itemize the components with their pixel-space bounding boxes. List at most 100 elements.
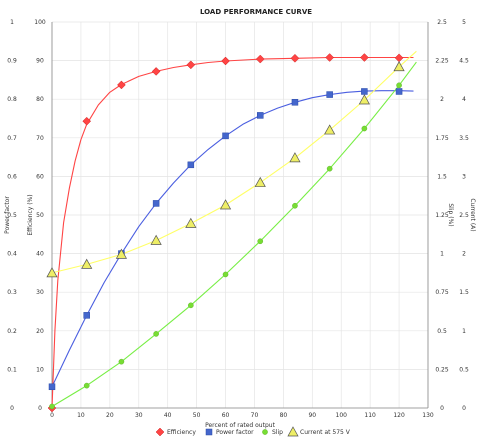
data-point-slip: [153, 331, 159, 337]
data-point-efficiency: [221, 56, 230, 66]
data-point-slip: [396, 82, 402, 89]
legend-label-slip: Slip: [272, 429, 283, 436]
data-point-slip: [326, 165, 333, 172]
data-point-power-factor: [152, 200, 160, 207]
data-point-power-factor: [361, 88, 368, 95]
x-tick-label: 0: [50, 412, 54, 419]
y-tick-label-right-inner: 1.75: [435, 135, 449, 142]
legend-marker-current-at-575-v: [287, 426, 299, 437]
y-tick-label-right-inner: 1.25: [435, 212, 449, 219]
x-tick-label: 20: [106, 412, 114, 419]
y-tick-label-left-outer: 0.5: [7, 212, 17, 219]
y-tick-label-left-inner: 60: [36, 173, 44, 180]
y-tick-label-right-outer: 2.5: [459, 212, 469, 219]
data-point-current-at-575-v: [81, 258, 93, 269]
series-markers: [46, 53, 405, 413]
x-tick-label: 50: [193, 412, 201, 419]
y-axis-label-left-outer: Power factor: [4, 196, 11, 234]
legend-label-current-at-575-v: Current at 575 V: [300, 429, 351, 436]
y-tick-label-left-inner: 80: [36, 96, 44, 103]
y-tick-label-right-inner: 0.25: [435, 366, 449, 373]
y-axis-label-left-inner: Efficiency (%): [27, 194, 34, 235]
chart-title: LOAD PERFORMANCE CURVE: [200, 8, 312, 16]
y-tick-label-right-outer: 2: [462, 251, 466, 258]
data-point-power-factor: [222, 132, 229, 140]
legend-item-current-at-575-v: Current at 575 V: [287, 426, 351, 437]
series-lines: [51, 50, 417, 409]
data-point-power-factor: [395, 88, 403, 95]
y-tick-label-right-outer: 1.5: [459, 289, 469, 296]
y-tick-label-left-outer: 0.8: [7, 96, 17, 103]
y-tick-label-left-outer: 0.2: [7, 328, 17, 335]
data-point-slip: [292, 202, 298, 209]
y-tick-label-left-outer: 0.9: [7, 58, 17, 65]
legend-label-power-factor: Power factor: [216, 429, 254, 436]
y-axis-label-right-inner: Slip (%): [447, 203, 454, 226]
y-tick-label-left-inner: 90: [36, 58, 44, 65]
series-line-current-at-575-v: [51, 50, 417, 274]
y-tick-label-right-outer: 4: [462, 96, 466, 103]
legend-marker-slip: [262, 429, 268, 435]
data-point-slip: [83, 382, 90, 389]
data-point-slip: [361, 125, 368, 132]
y-tick-label-left-outer: 0.7: [7, 135, 17, 142]
data-point-current-at-575-v: [46, 267, 58, 278]
data-point-efficiency: [325, 53, 335, 62]
y-tick-label-right-outer: 4.5: [459, 58, 469, 65]
data-point-efficiency: [117, 80, 126, 90]
y-tick-label-left-outer: 0: [10, 405, 14, 412]
series-line-slip: [51, 61, 417, 407]
data-point-efficiency: [82, 116, 92, 126]
x-tick-label: 80: [280, 412, 288, 419]
legend-label-efficiency: Efficiency: [167, 429, 196, 436]
y-tick-label-right-outer: 1: [462, 328, 466, 335]
data-point-efficiency: [290, 53, 300, 63]
data-point-power-factor: [256, 112, 264, 119]
series-line-power-factor: [51, 90, 414, 388]
legend-item-slip: Slip: [262, 429, 283, 436]
y-tick-label-left-outer: 1: [10, 19, 14, 26]
y-tick-label-right-inner: 2: [440, 96, 444, 103]
x-tick-label: 110: [364, 412, 376, 419]
data-point-power-factor: [83, 312, 90, 319]
y-tick-label-left-outer: 0.4: [7, 251, 17, 258]
data-point-power-factor: [187, 161, 195, 169]
y-tick-label-right-outer: 0.5: [459, 366, 469, 373]
y-tick-label-right-inner: 2.25: [435, 58, 449, 65]
y-tick-label-left-outer: 0.1: [7, 366, 17, 373]
y-tick-label-right-inner: 0.75: [435, 289, 449, 296]
y-tick-label-left-inner: 20: [36, 328, 44, 335]
x-tick-label: 60: [222, 412, 230, 419]
y-tick-label-right-inner: 1: [440, 251, 444, 258]
y-tick-label-left-inner: 0: [38, 405, 42, 412]
data-point-current-at-575-v: [393, 61, 405, 72]
data-point-slip: [118, 358, 125, 365]
y-tick-label-right-inner: 2.5: [437, 19, 447, 26]
y-tick-label-left-inner: 10: [36, 366, 44, 373]
data-point-slip: [49, 403, 55, 410]
data-point-power-factor: [291, 99, 299, 106]
y-tick-label-right-outer: 3: [462, 173, 466, 180]
y-tick-label-right-inner: 1.5: [437, 173, 447, 180]
legend-marker-power-factor: [205, 428, 213, 436]
data-point-efficiency: [151, 67, 161, 76]
y-tick-label-left-inner: 30: [36, 289, 44, 296]
x-tick-label: 40: [164, 412, 172, 419]
x-tick-label: 120: [393, 412, 405, 419]
data-point-power-factor: [326, 91, 333, 98]
y-tick-label-left-outer: 0.3: [7, 289, 17, 296]
x-tick-label: 30: [135, 412, 143, 419]
data-point-current-at-575-v: [150, 234, 162, 245]
data-point-slip: [257, 238, 264, 245]
series-line-efficiency: [51, 56, 414, 409]
data-point-slip: [188, 302, 194, 309]
data-point-current-at-575-v: [254, 176, 266, 187]
data-point-slip: [222, 271, 229, 278]
y-tick-label-right-outer: 3.5: [459, 135, 469, 142]
data-point-efficiency: [360, 53, 369, 62]
y-tick-label-left-inner: 100: [34, 19, 46, 26]
y-tick-label-right-outer: 0: [462, 405, 466, 412]
x-tick-label: 90: [308, 412, 316, 419]
y-tick-label-right-inner: 0.5: [437, 328, 447, 335]
